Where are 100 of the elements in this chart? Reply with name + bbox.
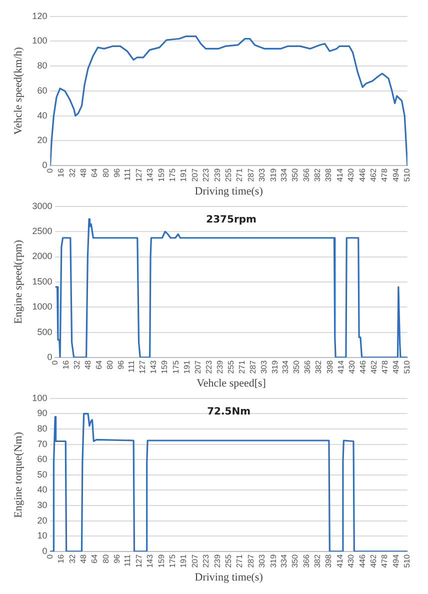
x-tick-label: 271 [235,554,244,568]
x-tick-label: 191 [182,360,192,374]
x-tick-label: 16 [56,168,66,178]
x-tick-label: 127 [134,554,144,568]
x-tick-label: 430 [346,554,356,568]
x-tick-label: 80 [101,554,110,564]
y-tick-label: 60 [37,454,48,464]
x-axis-title: Driving time(s) [194,185,264,198]
x-tick-label: 32 [72,360,82,370]
y-tick-label: 70 [37,438,48,449]
y-tick-label: 120 [32,10,48,21]
x-tick-label: 175 [168,168,177,182]
y-tick-label: 100 [32,392,48,403]
y-tick-label: 20 [37,515,48,526]
x-tick-label: 207 [193,360,202,374]
x-tick-label: 430 [346,168,356,182]
x-tick-label: 350 [292,360,302,374]
x-tick-label: 510 [402,360,412,374]
x-tick-label: 287 [246,554,256,568]
y-tick-label: 2500 [32,226,52,236]
x-tick-label: 111 [123,168,132,181]
x-tick-label: 223 [204,360,214,374]
y-tick-label: 50 [37,469,48,480]
y-tick-label: 10 [37,530,48,541]
x-tick-label: 175 [171,360,180,374]
y-tick-label: 2000 [32,251,52,262]
y-tick-label: 0 [42,546,48,556]
x-tick-label: 478 [380,168,390,182]
x-tick-label: 48 [79,554,88,564]
x-tick-label: 48 [79,168,88,178]
x-tick-label: 0 [50,360,60,365]
x-tick-label: 223 [202,168,211,182]
x-tick-label: 510 [402,554,412,568]
x-tick-label: 32 [68,168,77,178]
x-tick-label: 255 [224,554,234,568]
x-tick-label: 255 [226,360,236,374]
x-tick-label: 191 [179,554,188,568]
x-tick-label: 80 [101,168,110,178]
x-tick-label: 414 [336,360,346,374]
x-tick-label: 111 [123,554,132,567]
x-tick-label: 462 [369,360,378,374]
x-tick-label: 159 [156,554,166,568]
x-tick-label: 334 [279,554,288,568]
x-tick-label: 287 [248,360,258,374]
x-tick-label: 494 [392,360,401,374]
x-axis-title: Vehcle speed[s] [196,377,266,390]
x-tick-label: 239 [212,168,222,182]
y-tick-label: 0 [47,352,52,362]
y-tick-label: 40 [37,484,48,495]
x-tick-label: 494 [391,168,400,182]
x-tick-label: 271 [235,168,244,182]
x-tick-label: 271 [238,360,247,374]
x-tick-label: 414 [335,554,344,568]
y-tick-label: 100 [32,36,48,46]
x-tick-label: 398 [324,168,334,182]
x-tick-label: 382 [314,360,324,374]
y-axis-title: Vehcle speed(km/h) [12,46,24,135]
x-tick-label: 80 [106,360,115,370]
x-tick-label: 319 [268,554,278,568]
x-tick-label: 382 [312,554,322,568]
x-tick-label: 96 [112,554,122,564]
x-tick-label: 334 [279,168,288,182]
x-tick-label: 16 [61,360,70,370]
x-tick-label: 382 [312,168,322,182]
x-tick-label: 175 [168,554,177,568]
x-tick-label: 207 [190,168,200,182]
x-tick-label: 319 [268,168,278,182]
x-tick-label: 48 [84,360,93,370]
x-tick-label: 303 [258,168,267,182]
y-tick-label: 80 [37,423,48,434]
x-tick-label: 223 [202,554,211,568]
y-tick-label: 3000 [32,200,52,211]
y-tick-label: 0 [42,160,48,170]
x-tick-label: 239 [215,360,224,374]
x-tick-label: 111 [127,360,136,373]
x-tick-label: 510 [402,168,412,182]
y-tick-label: 30 [37,500,48,510]
x-tick-label: 414 [335,168,344,182]
x-tick-label: 446 [358,168,367,182]
x-tick-label: 287 [246,168,256,182]
x-tick-label: 350 [290,554,300,568]
x-tick-label: 462 [368,554,378,568]
x-tick-label: 255 [224,168,234,182]
x-tick-label: 127 [134,168,144,182]
x-tick-label: 303 [260,360,269,374]
x-tick-label: 494 [391,554,400,568]
y-tick-label: 20 [37,135,48,146]
x-tick-label: 159 [160,360,170,374]
x-tick-label: 366 [303,360,312,374]
x-tick-label: 96 [116,360,126,370]
y-tick-label: 40 [37,110,48,120]
x-tick-label: 159 [156,168,166,182]
x-tick-label: 462 [368,168,378,182]
x-tick-label: 32 [68,554,77,564]
y-tick-label: 90 [37,408,48,418]
x-tick-label: 430 [347,360,356,374]
x-tick-label: 478 [380,360,390,374]
x-tick-label: 303 [258,554,267,568]
y-axis-title: Engine speed(rpm) [12,240,24,324]
y-tick-label: 1500 [32,276,52,286]
